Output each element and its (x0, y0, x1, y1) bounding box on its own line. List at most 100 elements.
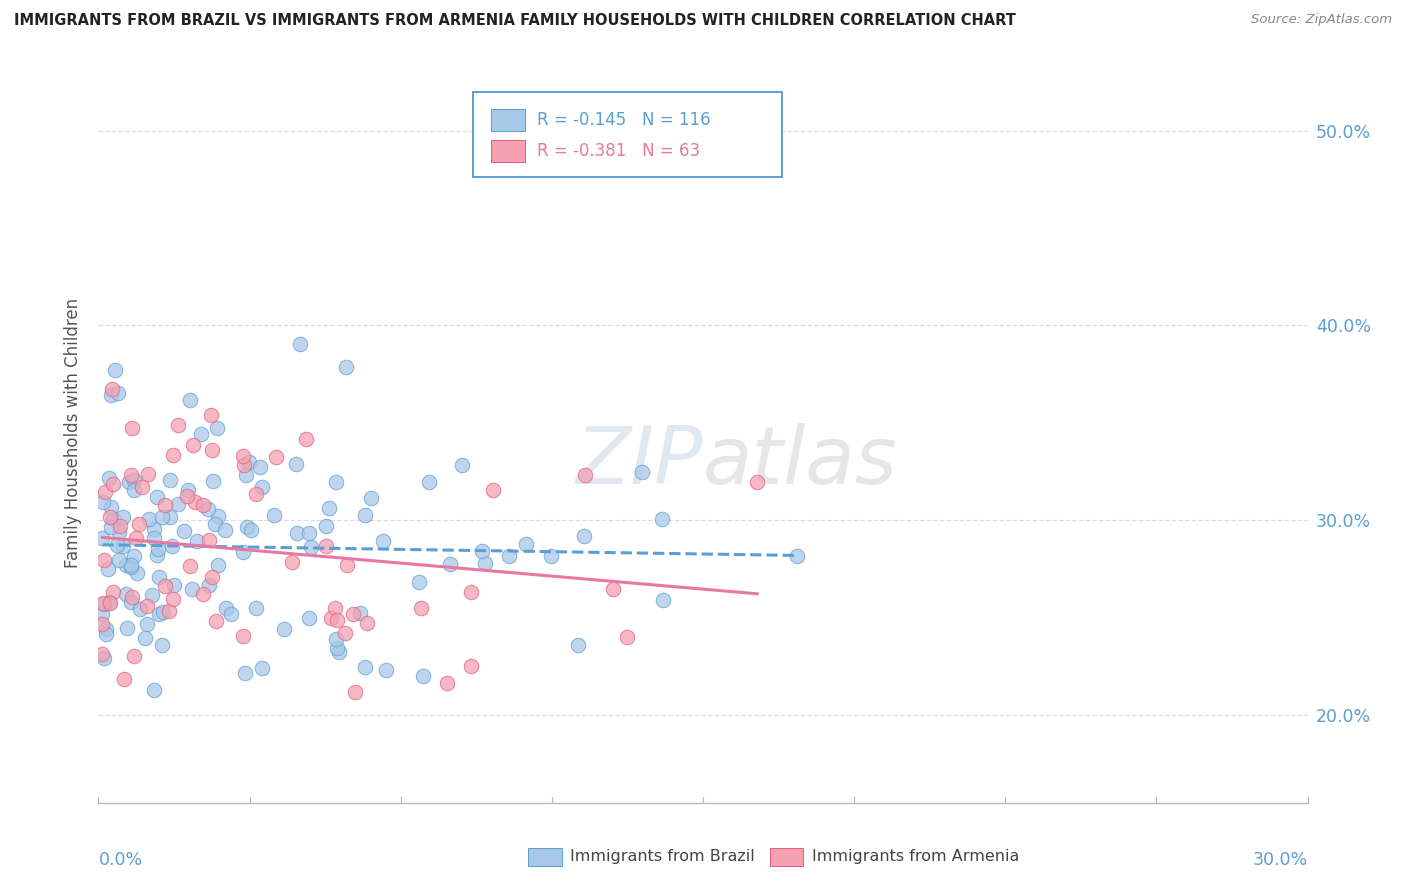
Point (142, 522, 165, 536)
Point (179, 558, 201, 573)
Point (273, 622, 295, 636)
Point (250, 660, 273, 674)
Point (299, 540, 322, 554)
Point (294, 432, 316, 446)
Point (335, 360, 357, 375)
Point (177, 483, 200, 497)
Point (152, 605, 174, 619)
Text: Source: ZipAtlas.com: Source: ZipAtlas.com (1251, 13, 1392, 27)
Point (91, 495, 114, 509)
Point (315, 539, 337, 553)
Point (205, 420, 228, 434)
Point (100, 520, 122, 534)
Point (281, 555, 304, 569)
Point (201, 443, 224, 458)
Point (190, 426, 212, 441)
Point (412, 669, 434, 683)
Point (418, 475, 440, 490)
Point (110, 519, 132, 533)
Point (105, 538, 128, 552)
Text: IMMIGRANTS FROM BRAZIL VS IMMIGRANTS FROM ARMENIA FAMILY HOUSEHOLDS WITH CHILDRE: IMMIGRANTS FROM BRAZIL VS IMMIGRANTS FRO… (14, 13, 1017, 29)
Point (786, 549, 808, 563)
Point (200, 408, 222, 422)
Point (326, 641, 349, 656)
Text: 0.0%: 0.0% (98, 851, 142, 869)
Point (100, 388, 122, 402)
Point (146, 548, 169, 562)
Point (98, 471, 121, 485)
Point (353, 508, 375, 523)
Point (439, 558, 461, 572)
Point (114, 587, 136, 601)
Point (323, 600, 346, 615)
Point (540, 549, 562, 563)
Point (333, 626, 356, 640)
Text: Immigrants from Armenia: Immigrants from Armenia (811, 849, 1019, 864)
Point (375, 663, 398, 677)
Point (100, 500, 122, 515)
Point (111, 539, 134, 553)
Point (181, 582, 204, 596)
Point (120, 558, 142, 573)
Point (155, 579, 177, 593)
Point (572, 529, 595, 543)
Point (150, 638, 173, 652)
Point (460, 659, 482, 673)
Point (117, 475, 139, 490)
Point (342, 607, 364, 621)
Point (321, 611, 343, 625)
Text: R = -0.381   N = 63: R = -0.381 N = 63 (537, 143, 700, 161)
Point (315, 519, 337, 533)
Point (651, 512, 673, 526)
Bar (492, 109, 526, 131)
Point (207, 509, 229, 524)
Point (128, 516, 150, 531)
Point (205, 614, 228, 628)
Point (193, 587, 215, 601)
Point (436, 676, 458, 690)
Point (204, 516, 226, 531)
Point (343, 685, 366, 699)
Point (408, 574, 430, 589)
Point (285, 526, 308, 541)
Point (652, 593, 675, 607)
Point (115, 621, 138, 635)
Point (150, 509, 173, 524)
Point (471, 544, 494, 558)
Point (193, 498, 215, 512)
Point (93, 597, 115, 611)
Point (148, 607, 170, 621)
Point (411, 601, 433, 615)
Point (630, 465, 652, 479)
Point (515, 536, 537, 550)
Point (104, 363, 127, 377)
Point (498, 549, 520, 563)
Point (162, 448, 184, 462)
Point (120, 468, 142, 483)
Point (360, 491, 382, 506)
Point (325, 475, 347, 490)
Text: atlas: atlas (703, 423, 898, 501)
Point (747, 475, 769, 490)
Point (460, 584, 482, 599)
Point (181, 438, 204, 452)
Text: 30.0%: 30.0% (1253, 851, 1308, 869)
Point (111, 510, 134, 524)
Point (94, 485, 117, 500)
Point (103, 512, 125, 526)
Point (108, 524, 131, 539)
Point (91, 617, 114, 632)
Point (215, 601, 238, 615)
Point (285, 457, 308, 471)
Point (328, 645, 350, 659)
Point (214, 523, 236, 537)
Point (107, 386, 129, 401)
Point (233, 458, 256, 472)
Point (264, 450, 287, 464)
Point (318, 500, 340, 515)
Point (135, 616, 157, 631)
Point (238, 455, 260, 469)
Point (450, 458, 472, 473)
Point (131, 480, 153, 494)
Point (179, 392, 201, 407)
